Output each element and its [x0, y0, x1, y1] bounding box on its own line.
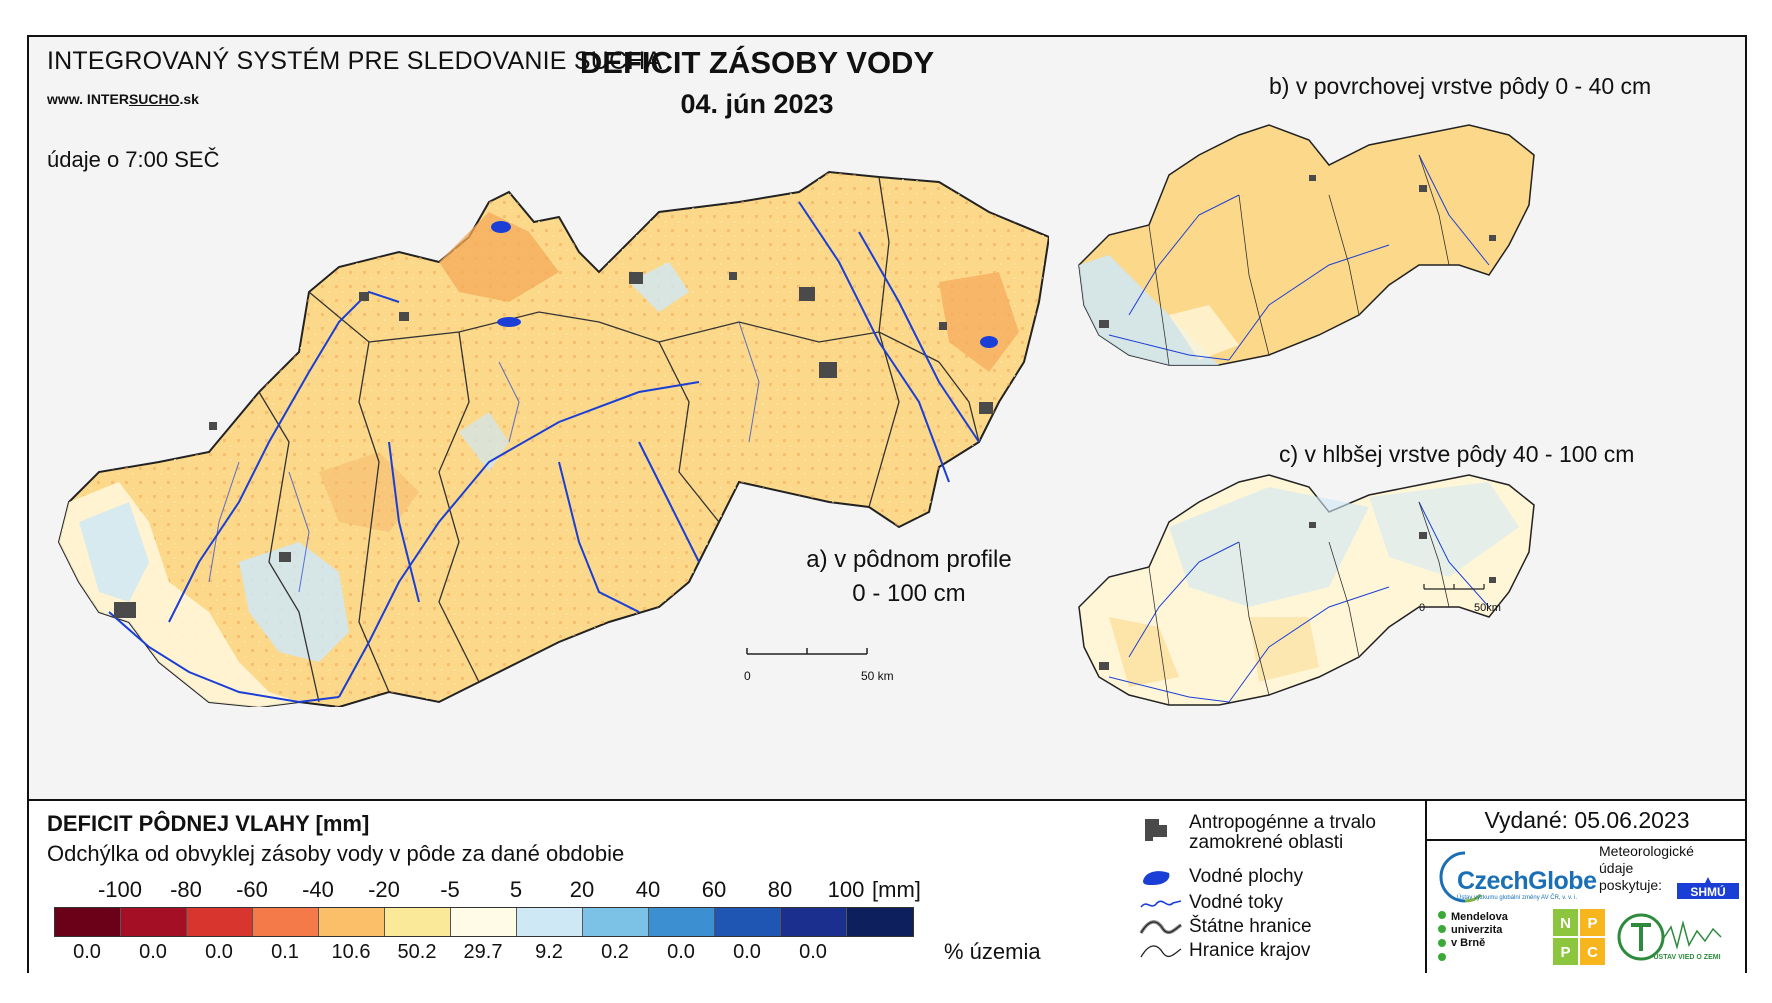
- map-date: 04. jún 2023: [680, 89, 834, 119]
- deep-layer-map: [1078, 474, 1535, 706]
- observation-time: údaje o 7:00 SEČ: [47, 147, 220, 172]
- shmu-logo: SHMÚ: [1677, 877, 1739, 899]
- water-body-icon: [1143, 871, 1170, 885]
- state-border-icon: [1139, 920, 1183, 935]
- legend-color-bar: [54, 907, 914, 937]
- main-scale-end: 50 km: [861, 669, 894, 683]
- legend-tick-label: 80: [767, 877, 793, 902]
- legend-percentage: 0.0: [205, 941, 233, 963]
- legend-percentage: 0.0: [139, 941, 167, 963]
- meteo-provider: Meteorologické údaje poskytuje:: [1599, 843, 1694, 893]
- svg-text:C: C: [1587, 944, 1598, 961]
- svg-text:N: N: [1560, 915, 1571, 932]
- surface-layer-map: [1078, 124, 1535, 366]
- legend-tick-label: -5: [440, 877, 460, 902]
- legend-color-swatch: [715, 908, 781, 936]
- earth-science-institute-logo: ÚSTAV VIED O ZEMI: [1617, 907, 1727, 967]
- legend-percentage: 9.2: [535, 941, 563, 963]
- small-scale-zero: 0: [1419, 602, 1426, 614]
- legend-percentage: 0.2: [601, 941, 629, 963]
- website-prefix: www. INTER: [47, 91, 129, 107]
- legend-tick-label: 5: [509, 877, 523, 902]
- legend-percentage: 0.0: [73, 941, 101, 963]
- issued-date: Vydané: 05.06.2023: [1484, 807, 1690, 833]
- legend-tick-label: -80: [170, 877, 202, 902]
- legend-color-swatch: [583, 908, 649, 936]
- legend-color-swatch: [253, 908, 319, 936]
- legend-color-swatch: [385, 908, 451, 936]
- nppc-logo: N P P C: [1553, 909, 1605, 965]
- svg-text:SHMÚ: SHMÚ: [1690, 884, 1725, 899]
- mendel-university-logo: Mendelova univerzita v Brně: [1451, 911, 1508, 949]
- legend-title: DEFICIT PÔDNEJ VLAHY [mm]: [47, 811, 370, 836]
- legend-tick-label: 60: [701, 877, 727, 902]
- legend-percentage: 0.0: [667, 941, 695, 963]
- main-map: [57, 170, 1049, 707]
- percent-area-label: % územia: [944, 939, 1041, 964]
- legend-percentage: 29.7: [463, 941, 503, 963]
- legend-percentage: 0.0: [799, 941, 827, 963]
- main-scale-bar: [746, 648, 868, 655]
- legend-percentage: 10.6: [331, 941, 371, 963]
- legend-tick-label: 40: [635, 877, 661, 902]
- mendel-dots-icon: [1438, 911, 1446, 961]
- legend-color-swatch: [781, 908, 847, 936]
- legend-color-swatch: [517, 908, 583, 936]
- legend-tick-label: 20: [569, 877, 595, 902]
- map-c-label: c) v hlbšej vrstve pôdy 40 - 100 cm: [1279, 441, 1635, 467]
- svg-text:ÚSTAV VIED O ZEMI: ÚSTAV VIED O ZEMI: [1653, 952, 1720, 961]
- main-title: DEFICIT ZÁSOBY VODY: [579, 45, 935, 80]
- legend-color-swatch: [121, 908, 187, 936]
- legend-percentage: 50.2: [397, 941, 437, 963]
- danube-river: [108, 611, 340, 704]
- czechglobe-logo: CzechGlobe Ústav výzkumu globální změny …: [1435, 847, 1597, 905]
- legend-subtitle: Odchýlka od obvyklej zásoby vody v pôde …: [47, 841, 625, 866]
- map-b-label: b) v povrchovej vrstve pôdy 0 - 40 cm: [1269, 73, 1652, 99]
- small-scale-bar: [1423, 584, 1485, 590]
- legend-percentage: 0.0: [733, 941, 761, 963]
- legend-color-swatch: [451, 908, 517, 936]
- legend-ticks: -100 -80 -60 -40 -20 -5 5 20 40 60 80 100 [mm]: [51, 877, 951, 903]
- legend-unit: [mm]: [872, 877, 921, 902]
- website-highlight: SUCHO: [128, 91, 180, 107]
- river-icon: [1140, 900, 1182, 908]
- legend-color-swatch: [187, 908, 253, 936]
- main-scale-zero: 0: [744, 669, 751, 683]
- small-scale-end: 50km: [1474, 602, 1501, 614]
- map-a-label: a) v pôdnom profile 0 - 100 cm: [806, 546, 1012, 607]
- legend-tick-label: -20: [368, 877, 400, 902]
- legend-color-swatch: [847, 908, 913, 936]
- hron-river: [338, 381, 700, 698]
- hornad-river: [798, 201, 950, 483]
- legend-percentage: 0.1: [271, 941, 299, 963]
- legend-area: DEFICIT PÔDNEJ VLAHY [mm] Odchýlka od ob…: [29, 799, 1747, 973]
- issued-box: Vydané: 05.06.2023 CzechGlobe Ústav výzk…: [1425, 801, 1747, 973]
- map-frame: INTEGROVANÝ SYSTÉM PRE SLEDOVANIE SUCHA …: [27, 35, 1747, 973]
- legend-tick-label: -100: [97, 877, 143, 902]
- legend-color-swatch: [649, 908, 715, 936]
- legend-color-swatch: [55, 908, 121, 936]
- urban-area-icon: [1145, 819, 1167, 841]
- website-suffix: .sk: [179, 91, 199, 107]
- svg-text:P: P: [1560, 944, 1570, 961]
- legend-tick-label: -40: [302, 877, 334, 902]
- legend-color-swatch: [319, 908, 385, 936]
- legend-tick-label: 100: [827, 877, 865, 902]
- czechglobe-arc-icon: [1439, 851, 1482, 903]
- system-title: INTEGROVANÝ SYSTÉM PRE SLEDOVANIE SUCHA: [47, 47, 663, 75]
- legend-tick-label: -60: [236, 877, 268, 902]
- region-border-icon: [1140, 945, 1182, 958]
- svg-text:P: P: [1587, 915, 1597, 932]
- website-link[interactable]: www. INTERSUCHO.sk: [47, 91, 199, 107]
